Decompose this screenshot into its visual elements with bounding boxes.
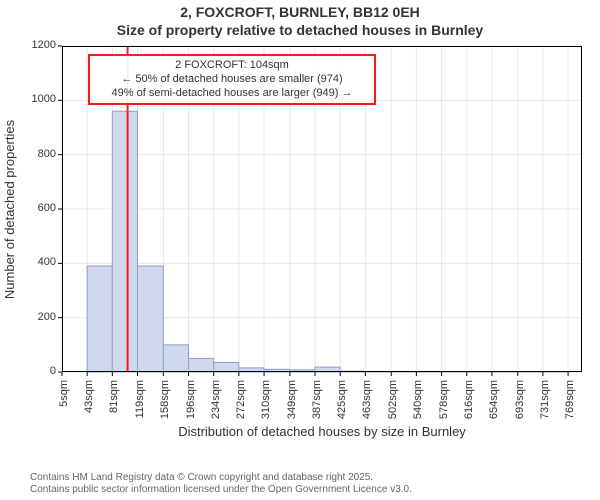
x-tick-label: 693sqm <box>514 380 526 420</box>
x-tick-label: 119sqm <box>134 380 146 420</box>
y-tick-label: 800 <box>38 148 56 160</box>
y-tick-label: 400 <box>38 256 56 268</box>
x-tick-label: 81sqm <box>108 380 120 420</box>
x-tick-label: 578sqm <box>438 380 450 420</box>
x-tick-label: 654sqm <box>488 380 500 420</box>
annotation-line2: ← 50% of detached houses are smaller (97… <box>96 73 368 87</box>
annotation-line3: 49% of semi-detached houses are larger (… <box>96 87 368 101</box>
x-tick-label: 158sqm <box>159 380 171 420</box>
annotation-box: 2 FOXCROFT: 104sqm ← 50% of detached hou… <box>88 54 376 105</box>
x-tick-label: 731sqm <box>539 380 551 420</box>
x-tick-label: 616sqm <box>463 380 475 420</box>
chart-title-line2: Size of property relative to detached ho… <box>0 22 600 40</box>
x-tick-label: 387sqm <box>311 380 323 420</box>
x-tick-label: 5sqm <box>58 380 70 420</box>
footer-line2: Contains public sector information licen… <box>30 484 412 496</box>
x-tick-label: 425sqm <box>336 380 348 420</box>
y-tick-label: 0 <box>50 365 56 377</box>
x-tick-label: 234sqm <box>210 380 222 420</box>
x-axis-title: Distribution of detached houses by size … <box>62 424 582 439</box>
y-axis-title: Number of detached properties <box>3 119 18 298</box>
chart-titles: 2, FOXCROFT, BURNLEY, BB12 0EH Size of p… <box>0 0 600 39</box>
annotation-line1: 2 FOXCROFT: 104sqm <box>96 59 368 73</box>
chart-title-line1: 2, FOXCROFT, BURNLEY, BB12 0EH <box>0 4 600 22</box>
chart-root: 2, FOXCROFT, BURNLEY, BB12 0EH Size of p… <box>0 0 600 500</box>
y-tick-label: 1200 <box>32 39 56 51</box>
y-tick-label: 600 <box>38 202 56 214</box>
x-tick-label: 43sqm <box>83 380 95 420</box>
x-tick-label: 540sqm <box>412 380 424 420</box>
x-tick-label: 502sqm <box>387 380 399 420</box>
footer: Contains HM Land Registry data © Crown c… <box>30 472 412 496</box>
x-tick-label: 349sqm <box>286 380 298 420</box>
footer-line1: Contains HM Land Registry data © Crown c… <box>30 472 412 484</box>
x-tick-label: 196sqm <box>185 380 197 420</box>
y-axis-title-wrap: Number of detached properties <box>2 46 18 372</box>
x-tick-label: 310sqm <box>260 380 272 420</box>
x-tick-label: 272sqm <box>235 380 247 420</box>
x-tick-label: 463sqm <box>361 380 373 420</box>
x-tick-label: 769sqm <box>564 380 576 420</box>
y-tick-label: 1000 <box>32 93 56 105</box>
y-tick-label: 200 <box>38 311 56 323</box>
